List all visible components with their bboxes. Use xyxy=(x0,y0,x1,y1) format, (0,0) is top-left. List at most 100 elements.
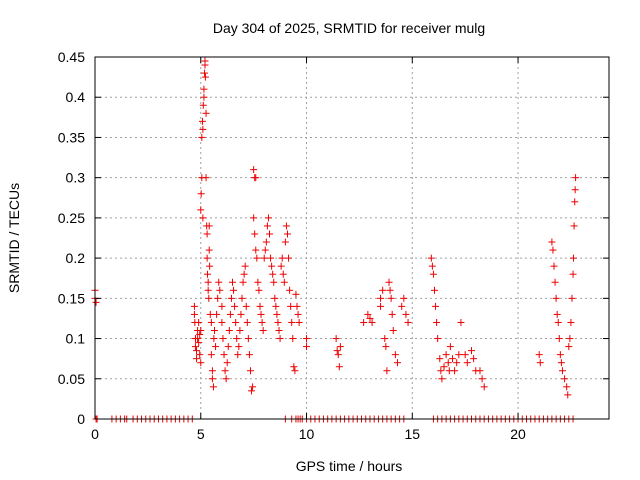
data-point xyxy=(252,246,260,254)
data-point xyxy=(332,335,340,343)
data-point xyxy=(453,359,461,367)
data-point xyxy=(360,318,368,326)
data-point xyxy=(204,278,212,286)
data-point xyxy=(198,133,206,141)
y-tick-label: 0 xyxy=(77,411,85,427)
data-point xyxy=(220,351,228,359)
data-point xyxy=(567,318,575,326)
data-point xyxy=(228,278,236,286)
y-tick-label: 0.2 xyxy=(66,250,86,266)
data-point xyxy=(221,367,229,375)
data-point xyxy=(280,278,288,286)
data-point xyxy=(272,302,280,310)
data-point xyxy=(252,174,260,182)
data-point xyxy=(200,85,208,93)
data-point xyxy=(202,109,210,117)
data-point xyxy=(238,294,246,302)
data-point xyxy=(270,278,278,286)
data-point xyxy=(549,246,557,254)
data-point xyxy=(235,343,243,351)
data-point xyxy=(204,270,212,278)
x-axis-label: GPS time / hours xyxy=(296,458,403,474)
data-point xyxy=(336,343,344,351)
data-point xyxy=(250,166,258,174)
data-point xyxy=(463,359,471,367)
data-point xyxy=(232,318,240,326)
data-point xyxy=(198,117,206,125)
data-point xyxy=(257,310,265,318)
data-point xyxy=(261,246,269,254)
data-point xyxy=(461,351,469,359)
y-tick-label: 0.3 xyxy=(66,170,86,186)
data-point xyxy=(571,198,579,206)
data-point xyxy=(266,230,274,238)
data-point xyxy=(206,310,214,318)
data-point xyxy=(468,347,476,355)
data-point xyxy=(254,278,262,286)
data-point xyxy=(201,61,209,69)
data-point xyxy=(193,347,201,355)
data-point xyxy=(218,318,226,326)
data-point xyxy=(267,254,275,262)
data-point xyxy=(223,359,231,367)
data-point xyxy=(264,214,272,222)
data-point xyxy=(208,367,216,375)
data-point xyxy=(404,318,412,326)
data-point xyxy=(205,222,213,230)
data-point xyxy=(551,278,559,286)
data-point xyxy=(224,343,232,351)
data-point xyxy=(377,294,385,302)
data-point xyxy=(246,367,254,375)
data-point xyxy=(260,254,268,262)
data-point xyxy=(428,262,436,270)
data-point xyxy=(535,351,543,359)
data-point xyxy=(434,335,442,343)
points-layer xyxy=(91,57,580,423)
data-point xyxy=(554,318,562,326)
data-point xyxy=(191,343,199,351)
data-point xyxy=(244,335,252,343)
x-tick-label: 10 xyxy=(299,426,315,442)
data-point xyxy=(210,335,218,343)
data-point xyxy=(204,286,212,294)
data-point xyxy=(239,278,247,286)
data-point xyxy=(289,335,297,343)
data-point xyxy=(566,335,574,343)
data-point xyxy=(470,355,478,363)
data-point xyxy=(364,310,372,318)
data-point xyxy=(430,286,438,294)
data-point xyxy=(570,222,578,230)
data-point xyxy=(387,294,395,302)
data-point xyxy=(249,383,257,391)
data-point xyxy=(444,359,452,367)
data-point xyxy=(381,335,389,343)
data-point xyxy=(206,262,214,270)
data-point xyxy=(287,302,295,310)
data-point xyxy=(285,254,293,262)
data-point xyxy=(269,270,277,278)
data-point xyxy=(195,318,203,326)
x-tick-label: 15 xyxy=(404,426,420,442)
data-point xyxy=(446,343,454,351)
data-point xyxy=(368,318,376,326)
data-point xyxy=(276,335,284,343)
y-tick-label: 0.15 xyxy=(58,290,85,306)
data-point xyxy=(227,294,235,302)
data-point xyxy=(571,186,579,194)
data-point xyxy=(213,310,221,318)
data-point xyxy=(237,310,245,318)
data-point xyxy=(218,302,226,310)
data-point xyxy=(282,222,290,230)
data-point xyxy=(455,351,463,359)
data-point xyxy=(243,318,251,326)
y-tick-label: 0.25 xyxy=(58,210,85,226)
data-point xyxy=(219,335,227,343)
data-point xyxy=(335,363,343,371)
data-point xyxy=(552,294,560,302)
chart-title: Day 304 of 2025, SRMTID for receiver mul… xyxy=(213,20,485,36)
data-point xyxy=(333,347,341,355)
data-point xyxy=(303,335,311,343)
data-point xyxy=(388,310,396,318)
data-point xyxy=(234,351,242,359)
